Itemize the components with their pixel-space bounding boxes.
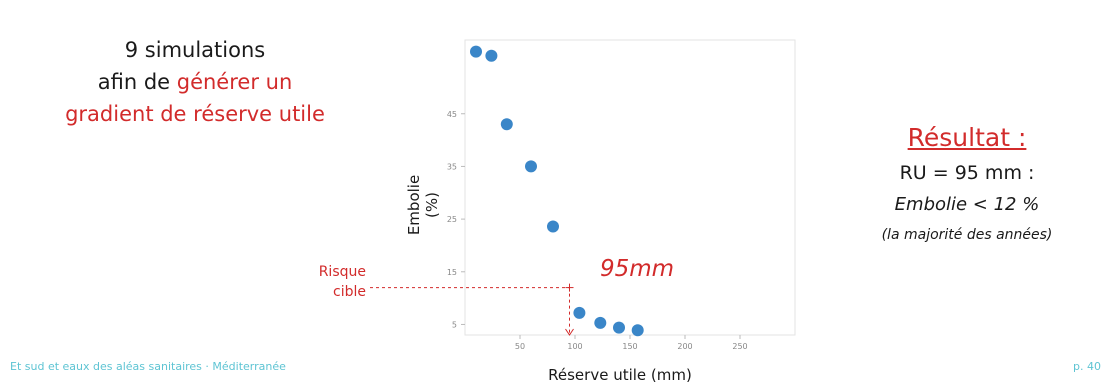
result-note: (la majorité des années)	[881, 227, 1053, 243]
footer-caption: Et sud et eaux des aléas sanitaires · Mé…	[10, 360, 286, 373]
x-tick-label-4: 250	[732, 342, 747, 351]
plot-frame	[464, 39, 796, 336]
x-axis-title: Réserve utile (mm)	[548, 366, 692, 384]
intro-line-3: gradient de réserve utile	[65, 102, 325, 126]
x-tick-label-2: 150	[622, 342, 637, 351]
result-box: Résultat : RU = 95 mm : Embolie < 12 % (…	[832, 118, 1102, 248]
target-risk-label: Risque cible	[270, 262, 366, 302]
data-point-3	[500, 118, 513, 131]
data-point-5	[547, 220, 559, 233]
result-title: Résultat :	[907, 123, 1027, 152]
data-points	[470, 45, 644, 337]
data-point-9	[631, 324, 644, 337]
x-tick-label-3: 200	[677, 342, 692, 351]
intro-line-1: 9 simulations	[124, 38, 266, 62]
data-point-1	[470, 45, 482, 58]
target-risk-label-line-2: cible	[333, 284, 366, 300]
target-guides	[370, 283, 574, 336]
y-axis-title-line-1: Embolie	[405, 175, 423, 235]
y-axis-title-line-2: (%)	[423, 192, 441, 218]
x-tick-label-1: 100	[567, 342, 582, 351]
axis-ticks: 50 100 150 200 250 5 15 25 35 45	[447, 110, 748, 351]
x-tick-label-0: 50	[515, 342, 525, 351]
data-point-2	[485, 49, 498, 62]
result-ru-value: RU = 95 mm :	[899, 162, 1035, 184]
data-point-7	[594, 316, 607, 329]
footer-page-number: p. 40	[1073, 360, 1101, 373]
y-tick-label-1: 15	[447, 268, 457, 277]
y-tick-label-4: 45	[447, 110, 457, 119]
annotation-95mm: 95mm	[600, 256, 674, 282]
data-point-4	[525, 160, 537, 173]
y-tick-label-0: 5	[452, 320, 457, 329]
y-tick-label-3: 35	[447, 162, 457, 171]
target-arrow-head	[565, 328, 574, 336]
data-point-8	[613, 321, 625, 334]
y-tick-label-2: 25	[447, 215, 457, 224]
result-embolism: Embolie < 12 %	[894, 194, 1040, 215]
target-risk-label-line-1: Risque	[318, 264, 366, 280]
intro-line-2-highlight: générer un	[176, 70, 293, 94]
intro-text: 9 simulations afin de générer un gradien…	[30, 34, 360, 130]
data-point-6	[573, 306, 586, 319]
intro-line-2-prefix: afin de	[97, 70, 177, 94]
intro-line-2: afin de générer un	[30, 66, 360, 98]
